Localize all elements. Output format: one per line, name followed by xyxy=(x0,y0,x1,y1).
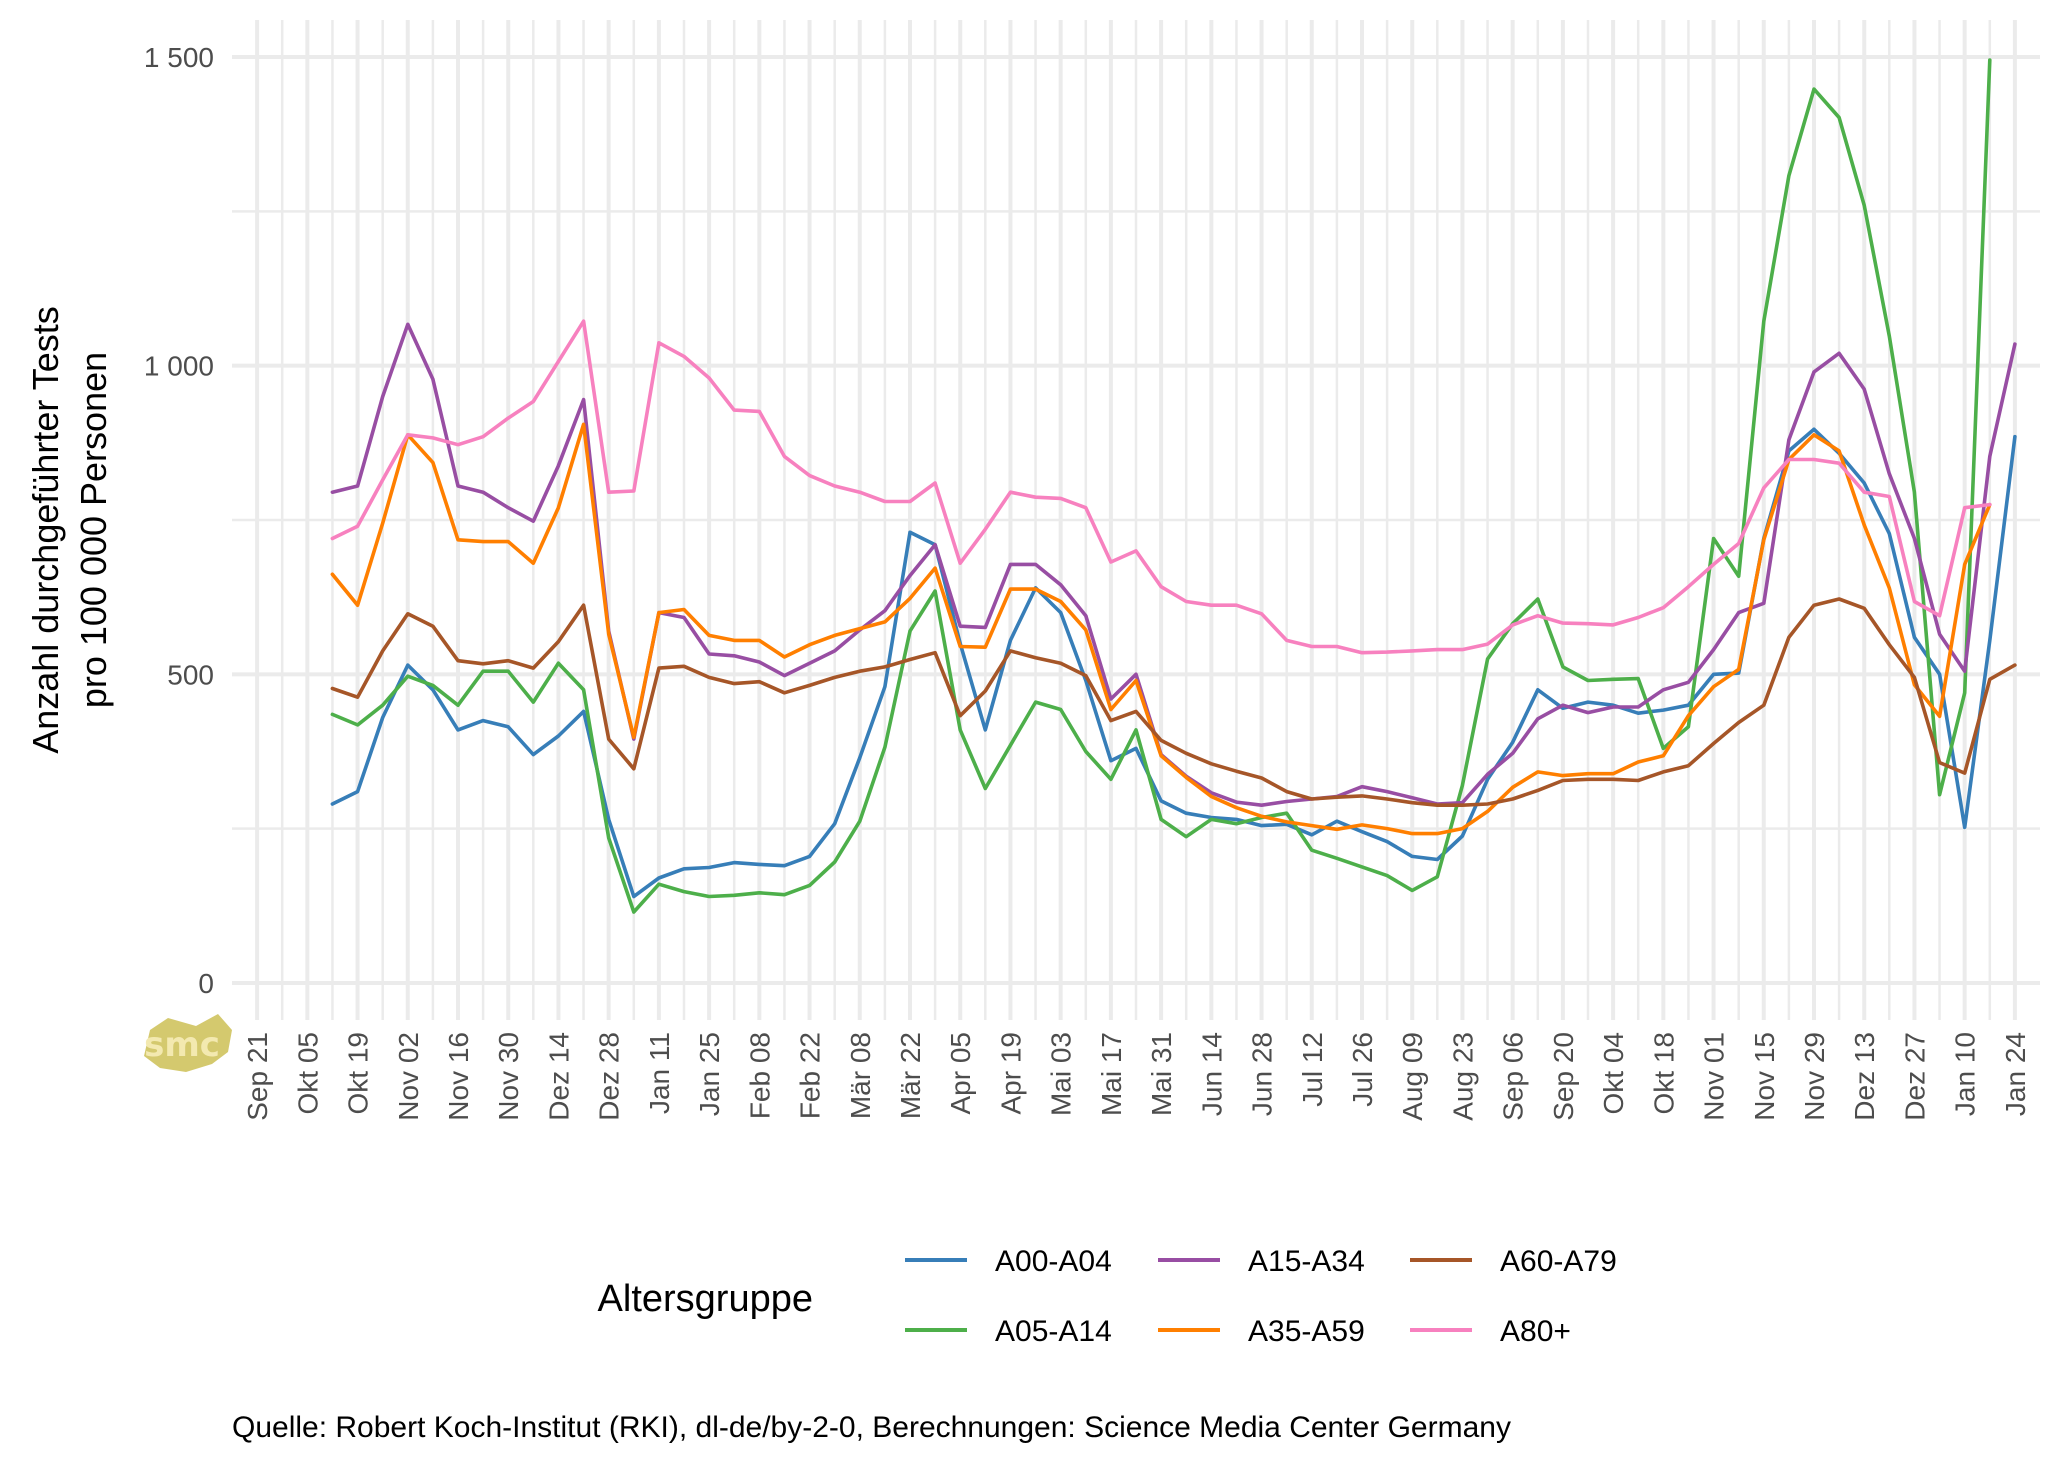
x-tick-label: Jun 28 xyxy=(1247,1032,1278,1116)
legend: Altersgruppe A00-A04 A15-A34 A60-A79 A05-A1… xyxy=(598,1245,1617,1348)
x-tick-label: Okt 19 xyxy=(343,1032,374,1114)
x-tick-label: Mär 22 xyxy=(895,1032,926,1119)
y-tick-label: 1 500 xyxy=(144,42,214,73)
x-tick-label: Nov 30 xyxy=(493,1032,524,1121)
x-tick-label: Okt 05 xyxy=(292,1032,323,1114)
x-axis-ticks: Sep 21 Okt 05 Okt 19 Nov 02 Nov 16 Nov 30 Dez … xyxy=(242,1032,2031,1121)
legend-label: A15-A34 xyxy=(1248,1245,1365,1278)
x-tick-label: Nov 01 xyxy=(1699,1032,1730,1121)
x-tick-label: Sep 20 xyxy=(1548,1032,1579,1121)
series-line-a35-a59 xyxy=(330,422,1992,836)
x-tick-label: Nov 29 xyxy=(1799,1032,1830,1121)
x-tick-label: Apr 19 xyxy=(995,1032,1026,1115)
legend-label: A80+ xyxy=(1500,1315,1571,1348)
x-tick-label: Jan 25 xyxy=(694,1032,725,1116)
y-axis-label-line-1: Anzahl durchgeführter Tests xyxy=(25,306,66,754)
x-tick-label: Mai 31 xyxy=(1146,1032,1177,1116)
x-tick-label: Jan 10 xyxy=(1950,1032,1981,1116)
smc-logo-badge xyxy=(144,1014,232,1072)
x-tick-label: Jan 24 xyxy=(2000,1032,2031,1116)
y-axis-label-line-2: pro 100 000 Personen xyxy=(73,352,114,708)
y-tick-label: 1 000 xyxy=(144,351,214,382)
series-line-a05-a14 xyxy=(330,58,1992,914)
x-tick-label: Jan 11 xyxy=(644,1032,675,1114)
x-tick-label: Nov 15 xyxy=(1749,1032,1780,1121)
y-tick-label: 500 xyxy=(167,659,214,690)
legend-label: A60-A79 xyxy=(1500,1245,1617,1278)
x-tick-label: Feb 08 xyxy=(744,1032,775,1119)
smc-logo-text: smc xyxy=(144,1025,220,1065)
legend-label: A00-A04 xyxy=(995,1245,1112,1278)
legend-title: Altersgruppe xyxy=(598,1278,813,1320)
legend-label: A35-A59 xyxy=(1248,1315,1365,1348)
x-tick-label: Dez 27 xyxy=(1899,1032,1930,1121)
x-tick-label: Jul 26 xyxy=(1347,1032,1378,1107)
x-tick-label: Mai 17 xyxy=(1096,1032,1127,1116)
smc-logo: smc xyxy=(144,1014,232,1072)
series-lines xyxy=(330,58,2017,914)
x-tick-label: Nov 16 xyxy=(443,1032,474,1121)
x-tick-label: Mär 08 xyxy=(845,1032,876,1119)
x-tick-label: Mai 03 xyxy=(1046,1032,1077,1116)
series-line-a80plus xyxy=(330,319,1992,655)
x-tick-label: Okt 04 xyxy=(1598,1032,1629,1114)
caption-source: Quelle: Robert Koch-Institut (RKI), dl-d… xyxy=(232,1411,1511,1444)
x-tick-label: Dez 14 xyxy=(543,1032,574,1121)
x-tick-label: Sep 21 xyxy=(242,1032,273,1121)
x-tick-label: Dez 13 xyxy=(1849,1032,1880,1121)
x-tick-label: Aug 09 xyxy=(1397,1032,1428,1121)
x-tick-label: Okt 18 xyxy=(1648,1032,1679,1114)
x-tick-label: Jul 12 xyxy=(1297,1032,1328,1107)
x-tick-label: Sep 06 xyxy=(1498,1032,1529,1121)
x-tick-label: Dez 28 xyxy=(594,1032,625,1121)
x-tick-label: Nov 02 xyxy=(393,1032,424,1121)
grid-lines xyxy=(232,20,2040,1020)
x-tick-label: Jun 14 xyxy=(1196,1032,1227,1116)
x-tick-label: Aug 23 xyxy=(1447,1032,1478,1121)
legend-label: A05-A14 xyxy=(995,1315,1112,1348)
x-tick-label: Feb 22 xyxy=(795,1032,826,1119)
series-line-a60-a79 xyxy=(330,597,2017,808)
y-tick-label: 0 xyxy=(198,968,214,999)
y-axis-ticks: 0 500 1 000 1 500 xyxy=(144,42,214,999)
x-tick-label: Apr 05 xyxy=(945,1032,976,1115)
